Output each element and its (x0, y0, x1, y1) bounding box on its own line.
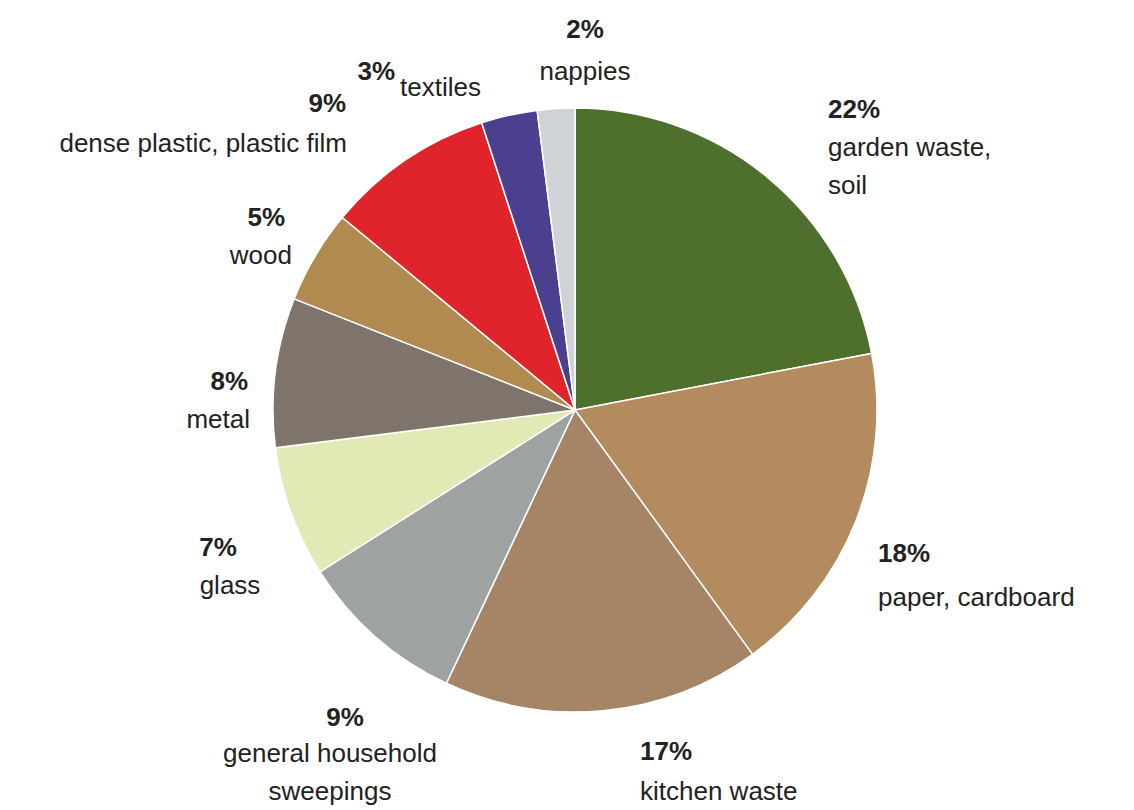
data-label: 3% (357, 56, 395, 86)
data-label: 22% (828, 94, 880, 124)
category-label: nappies (539, 56, 630, 86)
category-label: glass (200, 570, 261, 600)
category-label: dense plastic, plastic film (59, 128, 347, 158)
data-label: 7% (199, 532, 237, 562)
data-label: 8% (210, 366, 248, 396)
pie (273, 108, 877, 712)
category-label: kitchen waste (640, 776, 798, 806)
labels: 22% garden waste,soil 18% paper, cardboard 1… (59, 14, 1074, 806)
data-label: 9% (308, 88, 346, 118)
data-label: 2% (566, 14, 604, 44)
data-label: 9% (326, 702, 364, 732)
data-label: 17% (640, 736, 692, 766)
data-label: 5% (247, 202, 285, 232)
slice (537, 108, 575, 410)
chart: 22% garden waste,soil 18% paper, cardboard 1… (0, 0, 1134, 810)
data-label: 18% (878, 538, 930, 568)
category-label: paper, cardboard (878, 582, 1075, 612)
category-label: textiles (400, 72, 481, 102)
category-label: metal (186, 404, 250, 434)
category-label: general householdsweepings (223, 738, 437, 806)
category-label: garden waste,soil (828, 132, 991, 200)
category-label: wood (229, 240, 292, 270)
